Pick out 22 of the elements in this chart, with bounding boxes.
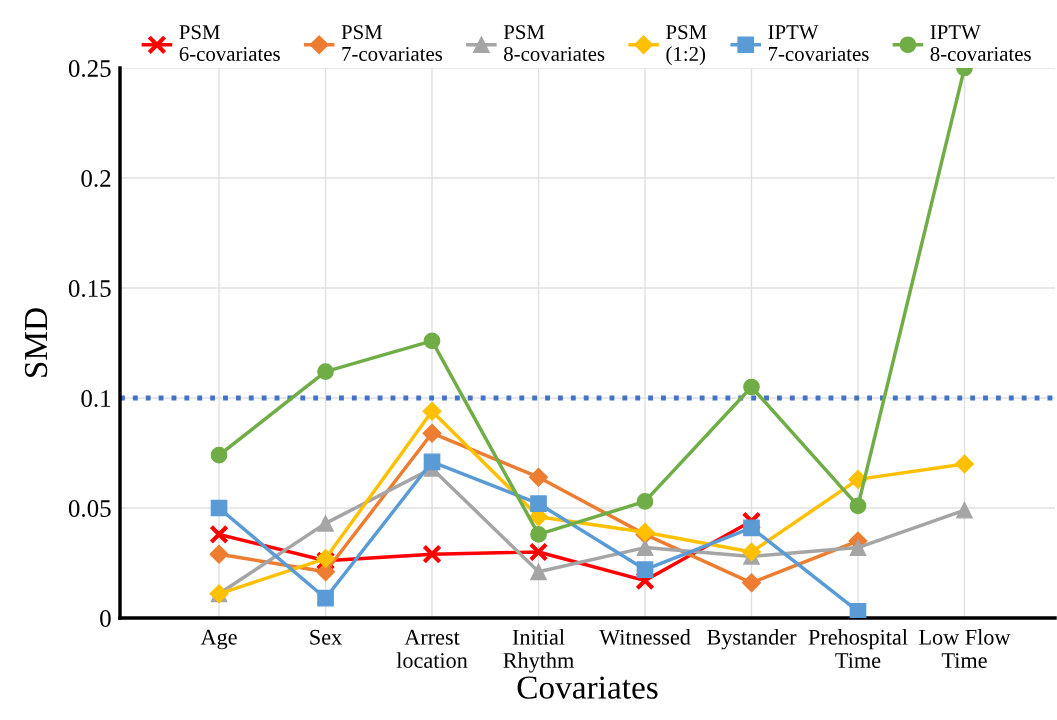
x-tick-label: Prehospital Time [808, 629, 908, 668]
y-tick-label: 0.1 [81, 390, 111, 408]
legend-label: PSM 6-covariates [179, 25, 280, 61]
y-axis-title: SMD [24, 308, 48, 377]
x-tick-label: Witnessed [599, 629, 691, 645]
y-tick-label: 0.2 [81, 170, 111, 188]
x-tick-label: Initial Rhythm [503, 629, 574, 673]
legend-label: PSM 8-covariates [503, 25, 605, 61]
y-tick-label: 0 [100, 610, 111, 627]
x-tick-label: Arrest location [396, 629, 468, 668]
x-tick-label: Low Flow Time [919, 629, 1011, 668]
x-tick-label: Age [200, 629, 237, 650]
x-axis-title: Covariates [517, 676, 658, 699]
x-tick-label: Sex [310, 629, 342, 645]
legend-label: IPTW 7-covariates [768, 25, 869, 61]
legend-label: IPTW 8-covariates [930, 25, 1031, 61]
legend-label: PSM (1:2) [666, 25, 707, 66]
legend-label: PSM 7-covariates [341, 25, 443, 61]
y-tick-label: 0.25 [68, 60, 111, 78]
y-tick-label: 0.05 [68, 500, 111, 518]
y-tick-label: 0.15 [68, 280, 111, 298]
x-tick-label: Bystander [707, 629, 797, 650]
